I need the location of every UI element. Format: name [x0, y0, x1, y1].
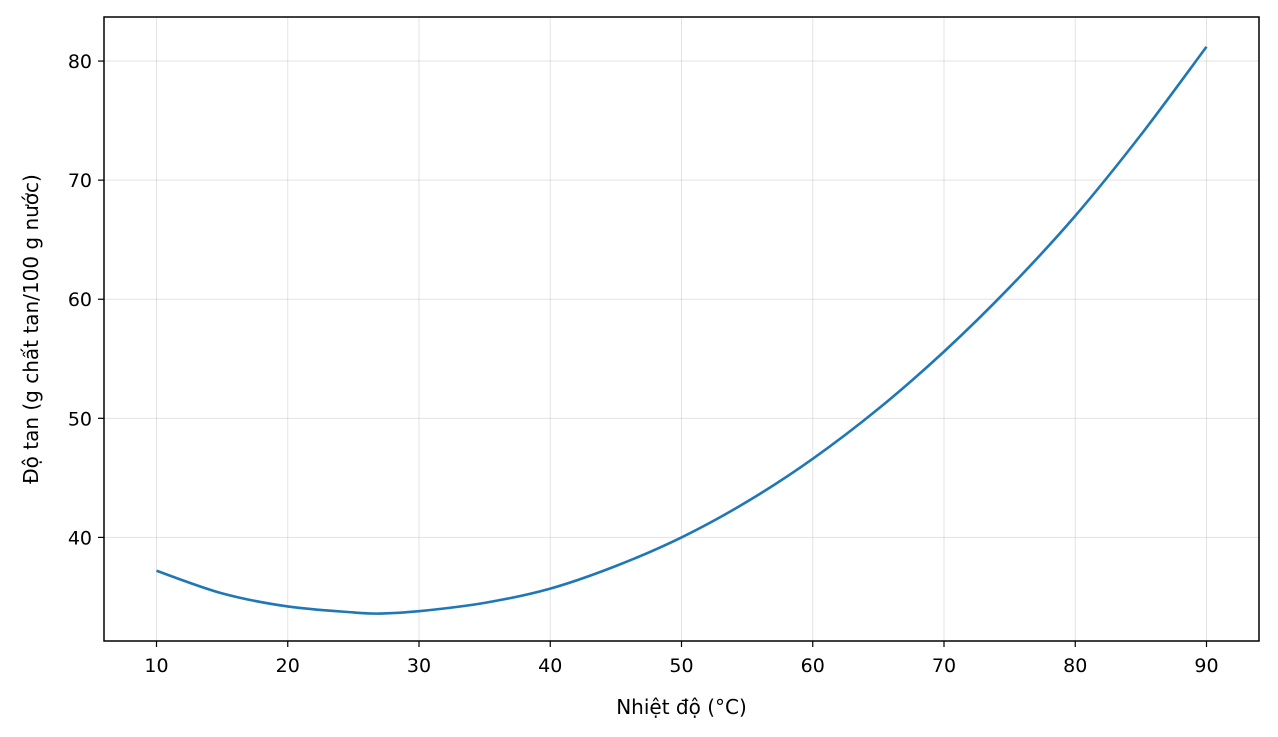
x-tick-label: 90 — [1194, 655, 1218, 677]
x-tick-label: 70 — [932, 655, 956, 677]
ticks: 10 20 30 40 50 60 70 80 90 40 50 60 70 80 — [68, 51, 1219, 677]
series-layer — [156, 45, 1208, 615]
x-tick-label: 40 — [538, 655, 562, 677]
x-tick-label: 50 — [669, 655, 693, 677]
y-tick-label: 50 — [68, 408, 92, 430]
y-tick-label: 40 — [68, 527, 92, 549]
y-tick-label: 60 — [68, 289, 92, 311]
x-tick-label: 80 — [1063, 655, 1087, 677]
y-tick-label: 80 — [68, 51, 92, 73]
y-tick-label: 70 — [68, 170, 92, 192]
x-axis-label: Nhiệt độ (°C) — [616, 695, 747, 719]
y-axis-label: Độ tan (g chất tan/100 g nước) — [19, 174, 43, 484]
x-tick-label: 20 — [276, 655, 300, 677]
series-line — [156, 45, 1208, 615]
x-tick-label: 10 — [144, 655, 168, 677]
x-tick-label: 30 — [407, 655, 431, 677]
x-tick-label: 60 — [801, 655, 825, 677]
grid — [104, 17, 1259, 641]
